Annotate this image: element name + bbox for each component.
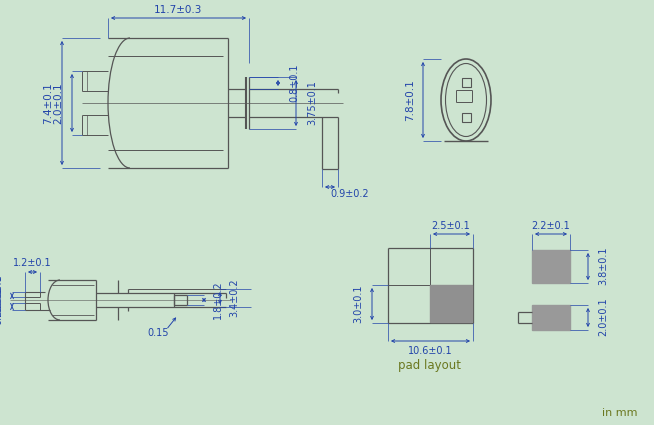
Text: 2.0±0.1: 2.0±0.1: [598, 298, 608, 336]
Text: 7.4±0.1: 7.4±0.1: [43, 82, 53, 124]
Text: 2.2±0.1: 2.2±0.1: [532, 221, 570, 231]
Text: 1.2±0.1: 1.2±0.1: [12, 258, 51, 268]
Text: 3.8±0.1: 3.8±0.1: [598, 247, 608, 285]
Text: 0.5±0.1: 0.5±0.1: [0, 275, 3, 313]
Text: 3.75±0.1: 3.75±0.1: [307, 81, 317, 125]
Text: 11.7±0.3: 11.7±0.3: [154, 5, 202, 15]
Text: 2.0±0.1: 2.0±0.1: [53, 82, 63, 124]
Bar: [462, 113, 471, 122]
Bar: [462, 78, 471, 87]
Text: 1.8±0.2: 1.8±0.2: [213, 280, 223, 319]
Text: 0.2±0.1: 0.2±0.1: [0, 287, 3, 325]
Text: 2.5±0.1: 2.5±0.1: [432, 221, 470, 231]
Text: 0.9±0.2: 0.9±0.2: [331, 189, 370, 199]
Text: 7.8±0.1: 7.8±0.1: [405, 79, 415, 121]
Bar: [532, 250, 570, 283]
Text: 0.15: 0.15: [147, 328, 169, 338]
Text: in mm: in mm: [602, 408, 638, 418]
Bar: [430, 285, 472, 322]
Text: 10.6±0.1: 10.6±0.1: [407, 346, 453, 356]
Text: pad layout: pad layout: [398, 360, 462, 372]
Text: 3.4±0.2: 3.4±0.2: [229, 279, 239, 317]
Bar: [532, 305, 570, 330]
Text: 3.0±0.1: 3.0±0.1: [353, 285, 363, 323]
Text: 0.8±0.1: 0.8±0.1: [289, 64, 299, 102]
